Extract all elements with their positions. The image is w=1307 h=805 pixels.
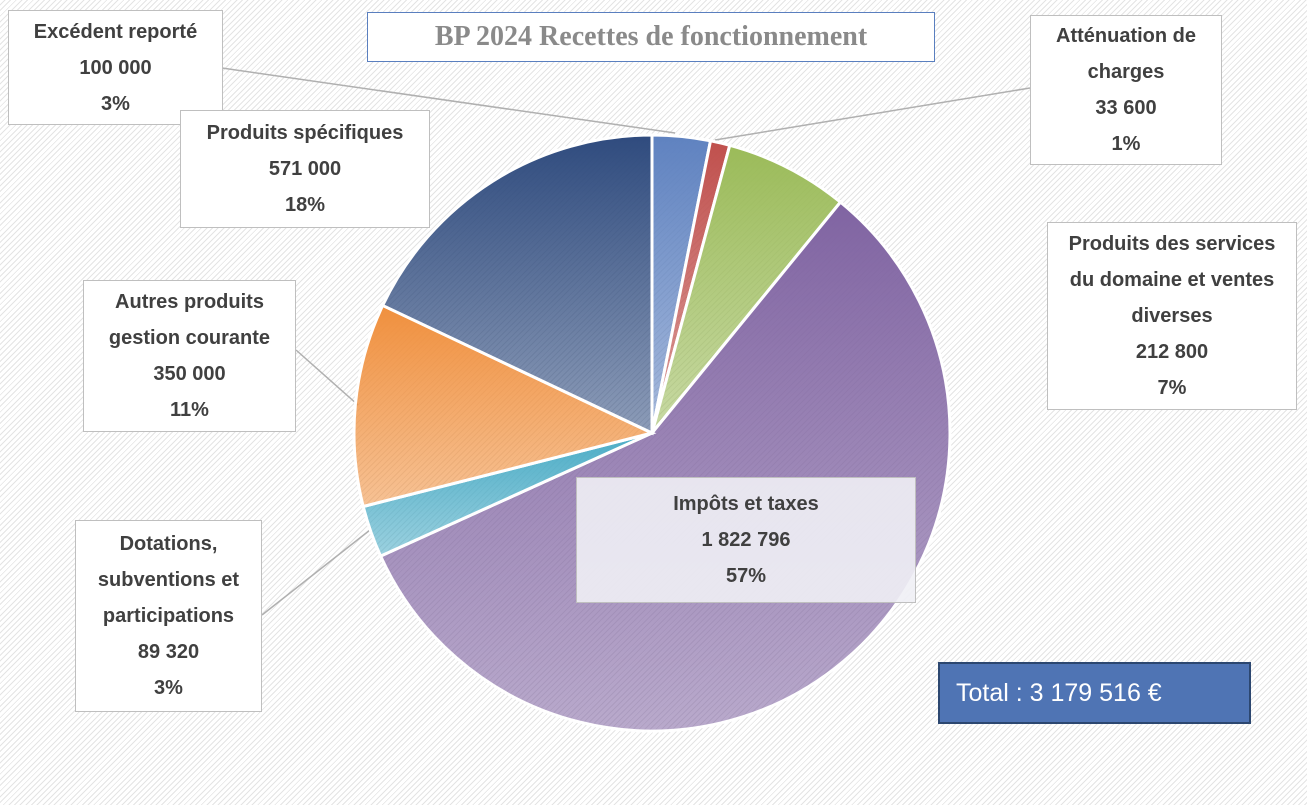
- label-category: Dotations, subventions et participations: [97, 533, 240, 627]
- leader-line: [295, 349, 359, 406]
- chart-title: BP 2024 Recettes de fonctionnement: [367, 12, 935, 62]
- label-value: 350 000: [153, 363, 226, 385]
- data-label: Impôts et taxes 1 822 796 57%: [576, 477, 916, 603]
- pie-slice: [650, 143, 843, 434]
- label-percent: 11%: [170, 399, 209, 421]
- data-label: Atténuation de charges 33 600 1%: [1030, 15, 1222, 165]
- pie-slice: [380, 133, 654, 436]
- label-value: 1 822 796: [701, 529, 791, 551]
- label-percent: 3%: [101, 92, 130, 115]
- label-percent: 57%: [725, 565, 767, 587]
- label-category: Atténuation de charges: [1056, 25, 1196, 83]
- leader-line: [221, 67, 676, 134]
- total-label: Total : 3 179 516 €: [938, 662, 1251, 724]
- data-label: Produits des services du domaine et vent…: [1047, 222, 1297, 410]
- label-value: 212 800: [1135, 341, 1209, 363]
- slices: [352, 133, 952, 733]
- label-percent: 18%: [284, 194, 326, 216]
- label-percent: 1%: [1111, 133, 1141, 155]
- label-percent: 7%: [1157, 377, 1187, 399]
- label-category: Excédent reporté: [33, 20, 198, 43]
- label-category: Produits spécifiques: [206, 122, 404, 144]
- pie-slice: [352, 303, 657, 509]
- leader-line: [261, 529, 371, 616]
- label-value: 100 000: [79, 56, 152, 79]
- label-category: Produits des services du domaine et vent…: [1068, 233, 1276, 327]
- label-percent: 3%: [154, 677, 183, 699]
- data-label: Excédent reporté 100 000 3%: [8, 10, 223, 125]
- data-label: Autres produits gestion courante 350 000 1…: [83, 280, 296, 432]
- label-value: 89 320: [137, 641, 200, 663]
- label-category: Impôts et taxes: [673, 493, 819, 515]
- data-label: Produits spécifiques 571 000 18%: [180, 110, 430, 228]
- label-value: 33 600: [1095, 97, 1157, 119]
- data-label: Dotations, subventions et participations…: [75, 520, 262, 712]
- label-category: Autres produits gestion courante: [108, 291, 271, 349]
- label-value: 571 000: [268, 158, 342, 180]
- leader-line: [714, 87, 1031, 141]
